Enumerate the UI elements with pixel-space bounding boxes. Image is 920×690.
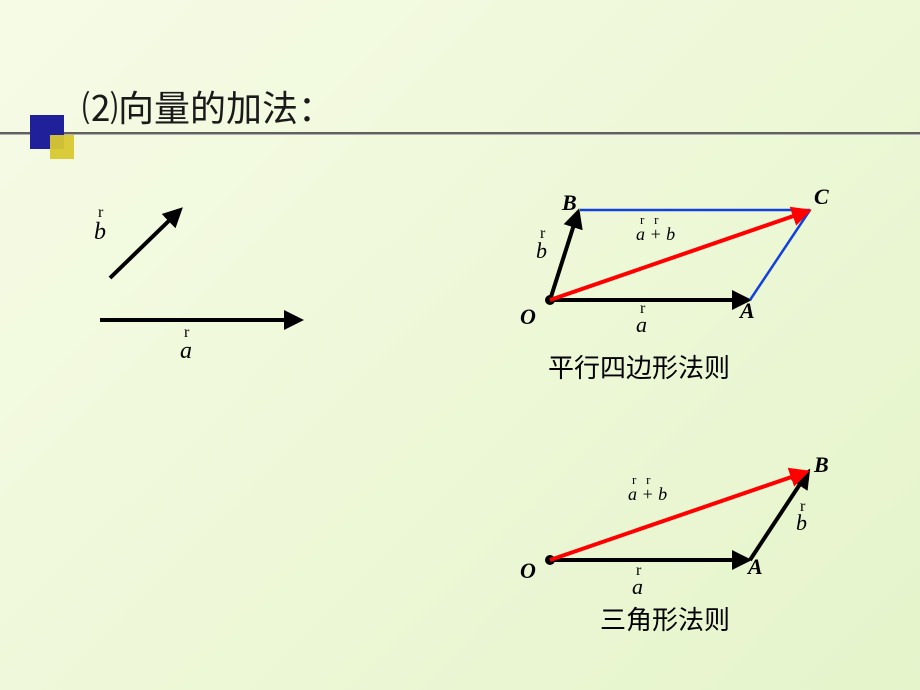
vec-a-label-tri: a <box>632 574 643 600</box>
vector-OB-tri <box>550 472 806 560</box>
vec-b-label-tri: b <box>796 510 807 536</box>
triangle-diagram <box>0 0 920 690</box>
label-B-tri: B <box>814 452 829 478</box>
label-A-tri: A <box>748 554 763 580</box>
sum-label-tri: a + b <box>628 484 667 505</box>
label-O-tri: O <box>520 558 536 584</box>
caption-triangle: 三角形法则 <box>600 600 730 637</box>
